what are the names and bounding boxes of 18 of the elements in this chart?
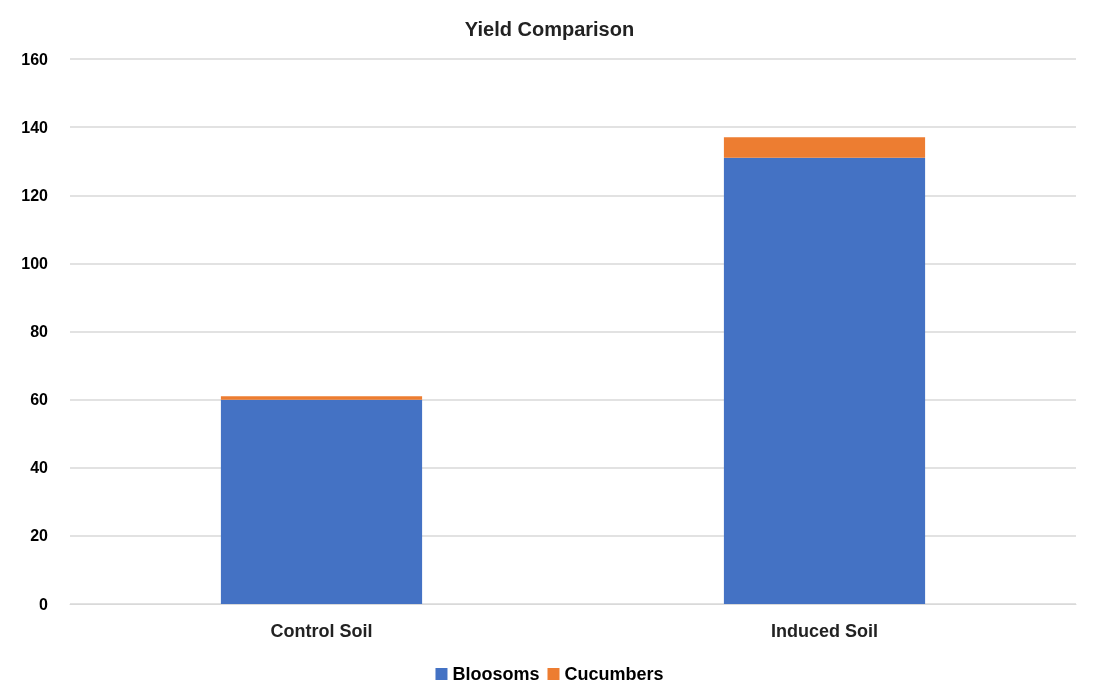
y-tick-label: 40 <box>30 459 49 477</box>
y-tick-label: 140 <box>21 118 49 136</box>
legend-label: Bloosoms <box>452 664 540 684</box>
legend-label: Cucumbers <box>564 664 664 684</box>
bar <box>723 157 926 604</box>
x-tick-label: Induced Soil <box>770 621 879 641</box>
chart-title: Yield Comparison <box>464 18 635 40</box>
y-tick-label: 160 <box>21 50 49 68</box>
y-tick-label: 0 <box>39 595 49 613</box>
y-tick-label: 60 <box>30 391 49 409</box>
bar <box>220 396 423 400</box>
bar <box>220 399 423 604</box>
x-tick-label: Control Soil <box>270 621 373 641</box>
y-tick-label: 120 <box>21 186 49 204</box>
y-tick-label: 100 <box>21 254 49 272</box>
y-tick-label: 80 <box>30 323 49 340</box>
y-tick-label: 20 <box>30 527 49 545</box>
bar <box>723 137 926 158</box>
